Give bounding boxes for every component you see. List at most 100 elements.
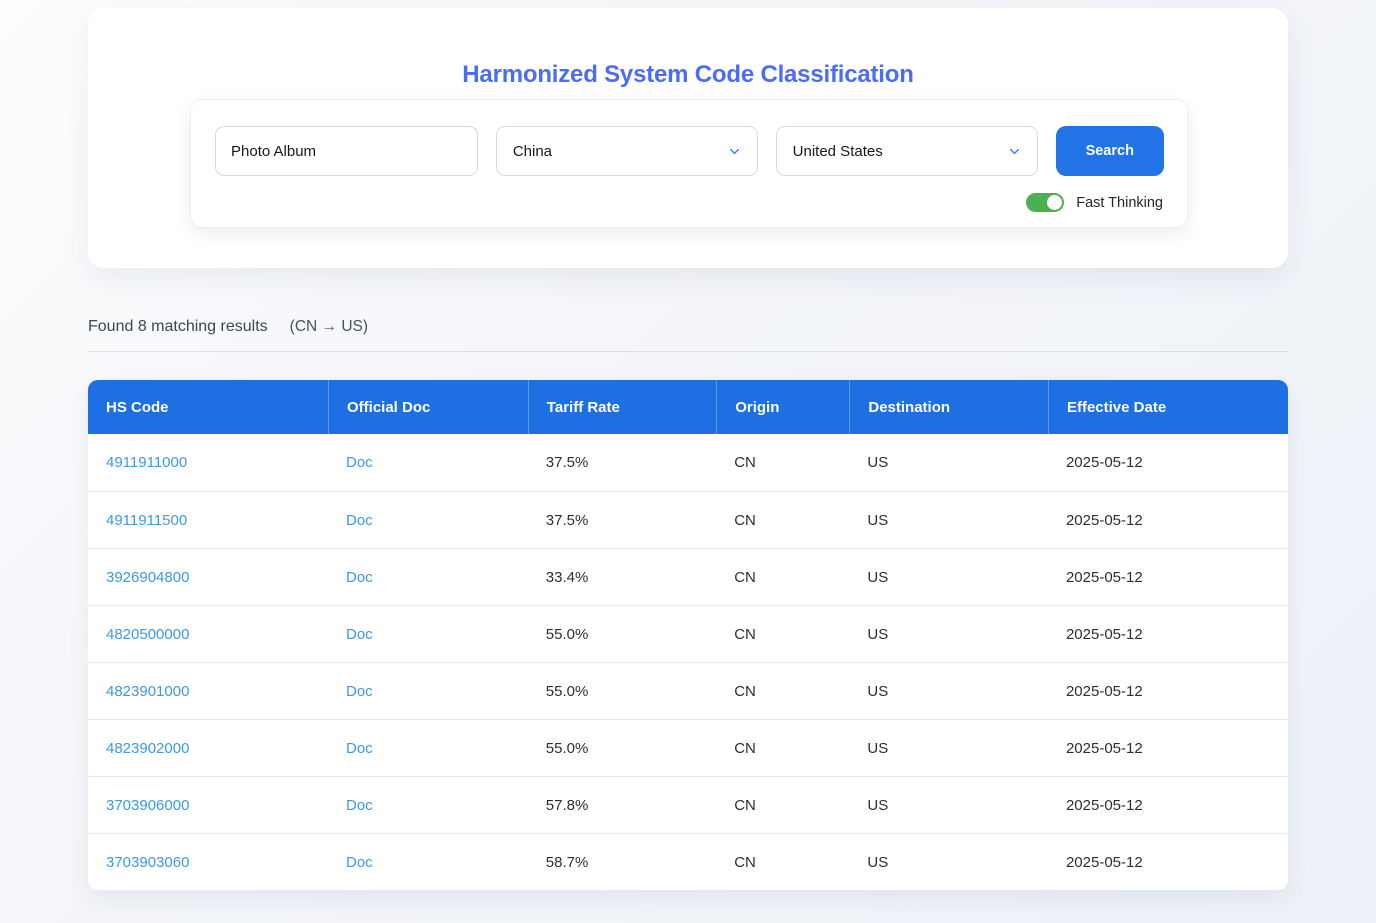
origin-cell: CN	[716, 833, 850, 890]
column-header-origin: Origin	[716, 380, 850, 434]
hs-code-link[interactable]: 3703903060	[106, 853, 190, 871]
tariff-rate-cell: 55.0%	[527, 662, 717, 719]
destination-cell: US	[849, 833, 1048, 890]
search-panel: China United States Search Fast Thinking	[190, 99, 1188, 228]
destination-cell: US	[849, 548, 1048, 605]
effective-date-cell: 2025-05-12	[1047, 548, 1288, 605]
table-row: 4823901000 Doc 55.0% CN US 2025-05-12	[88, 662, 1288, 719]
hs-code-link[interactable]: 4911911000	[106, 454, 188, 471]
hs-code-link[interactable]: 3703906000	[106, 796, 190, 814]
table-row: 4911911500 Doc 37.5% CN US 2025-05-12	[88, 491, 1288, 548]
official-doc-cell: Doc	[328, 605, 528, 662]
tariff-rate-cell: 37.5%	[527, 491, 717, 548]
effective-date-cell: 2025-05-12	[1047, 662, 1288, 719]
product-input[interactable]	[215, 126, 478, 176]
doc-link[interactable]: Doc	[346, 739, 373, 757]
destination-cell: US	[849, 776, 1048, 833]
effective-date-cell: 2025-05-12	[1047, 434, 1288, 491]
divider	[88, 351, 1288, 352]
toggle-knob	[1047, 195, 1063, 210]
destination-cell: US	[849, 662, 1048, 719]
origin-select[interactable]: China	[495, 126, 758, 176]
official-doc-cell: Doc	[328, 833, 528, 890]
doc-link[interactable]: Doc	[346, 511, 373, 529]
page-container: Harmonized System Code Classification Ch…	[88, 0, 1288, 890]
results-table-card: HS Code Official Doc Tariff Rate Origin …	[88, 380, 1288, 890]
hs-code-link[interactable]: 4911911500	[106, 511, 188, 529]
results-summary: Found 8 matching results	[88, 318, 268, 335]
doc-link[interactable]: Doc	[346, 568, 373, 586]
column-header-official-doc: Official Doc	[328, 380, 528, 434]
official-doc-cell: Doc	[328, 719, 528, 776]
destination-select[interactable]: United States	[775, 126, 1038, 176]
destination-select-value: United States	[792, 142, 883, 160]
doc-link[interactable]: Doc	[346, 454, 373, 471]
doc-link[interactable]: Doc	[346, 682, 373, 700]
hs-code-cell: 4823901000	[88, 662, 328, 719]
tariff-rate-cell: 55.0%	[527, 719, 717, 776]
page-title: Harmonized System Code Classification	[462, 61, 914, 88]
tariff-rate-cell: 37.5%	[527, 434, 717, 491]
tariff-rate-cell: 33.4%	[527, 548, 717, 605]
chevron-down-icon	[729, 148, 739, 154]
origin-cell: CN	[716, 548, 850, 605]
tariff-rate-cell: 57.8%	[527, 776, 717, 833]
column-header-effective-date: Effective Date	[1047, 380, 1288, 434]
hs-code-cell: 3703903060	[88, 833, 328, 890]
column-header-destination: Destination	[849, 380, 1048, 434]
tariff-rate-cell: 58.7%	[527, 833, 717, 890]
hs-code-cell: 4820500000	[88, 605, 328, 662]
doc-link[interactable]: Doc	[346, 625, 373, 643]
hs-code-cell: 3926904800	[88, 548, 328, 605]
destination-cell: US	[849, 719, 1048, 776]
fast-thinking-row: Fast Thinking	[191, 176, 1187, 212]
origin-select-value: China	[512, 142, 553, 160]
table-row: 3926904800 Doc 33.4% CN US 2025-05-12	[88, 548, 1288, 605]
classification-card: Harmonized System Code Classification Ch…	[88, 8, 1288, 268]
destination-cell: US	[849, 434, 1048, 491]
column-header-hs-code: HS Code	[88, 380, 328, 434]
table-row: 4820500000 Doc 55.0% CN US 2025-05-12	[88, 605, 1288, 662]
results-route: (CN → US)	[289, 318, 369, 335]
table-row: 4823902000 Doc 55.0% CN US 2025-05-12	[88, 719, 1288, 776]
table-row: 4911911000 Doc 37.5% CN US 2025-05-12	[88, 434, 1288, 491]
official-doc-cell: Doc	[328, 434, 528, 491]
tariff-rate-cell: 55.0%	[527, 605, 717, 662]
results-table: HS Code Official Doc Tariff Rate Origin …	[88, 380, 1288, 890]
hs-code-link[interactable]: 4820500000	[106, 625, 190, 643]
table-header: HS Code Official Doc Tariff Rate Origin …	[88, 380, 1288, 434]
search-button[interactable]: Search	[1055, 126, 1164, 176]
hs-code-link[interactable]: 3926904800	[106, 568, 190, 586]
table-row: 3703906000 Doc 57.8% CN US 2025-05-12	[88, 776, 1288, 833]
hs-code-link[interactable]: 4823901000	[106, 682, 190, 700]
origin-cell: CN	[716, 662, 850, 719]
official-doc-cell: Doc	[328, 776, 528, 833]
effective-date-cell: 2025-05-12	[1047, 491, 1288, 548]
chevron-down-icon	[1009, 148, 1019, 154]
origin-cell: CN	[716, 434, 850, 491]
table-row: 3703903060 Doc 58.7% CN US 2025-05-12	[88, 833, 1288, 890]
fast-thinking-toggle[interactable]	[1026, 193, 1065, 212]
doc-link[interactable]: Doc	[346, 796, 373, 814]
destination-cell: US	[849, 491, 1048, 548]
hs-code-cell: 4911911500	[88, 491, 328, 548]
hs-code-cell: 3703906000	[88, 776, 328, 833]
official-doc-cell: Doc	[328, 662, 528, 719]
official-doc-cell: Doc	[328, 491, 528, 548]
effective-date-cell: 2025-05-12	[1047, 719, 1288, 776]
search-controls: China United States Search	[191, 100, 1187, 176]
column-header-tariff-rate: Tariff Rate	[527, 380, 717, 434]
fast-thinking-label: Fast Thinking	[1076, 194, 1163, 211]
origin-cell: CN	[716, 491, 850, 548]
effective-date-cell: 2025-05-12	[1047, 605, 1288, 662]
effective-date-cell: 2025-05-12	[1047, 833, 1288, 890]
origin-cell: CN	[716, 776, 850, 833]
doc-link[interactable]: Doc	[346, 853, 373, 871]
origin-cell: CN	[716, 605, 850, 662]
official-doc-cell: Doc	[328, 548, 528, 605]
results-header: Found 8 matching results (CN → US)	[88, 318, 1288, 336]
hs-code-cell: 4911911000	[88, 434, 328, 491]
hs-code-link[interactable]: 4823902000	[106, 739, 190, 757]
origin-cell: CN	[716, 719, 850, 776]
effective-date-cell: 2025-05-12	[1047, 776, 1288, 833]
